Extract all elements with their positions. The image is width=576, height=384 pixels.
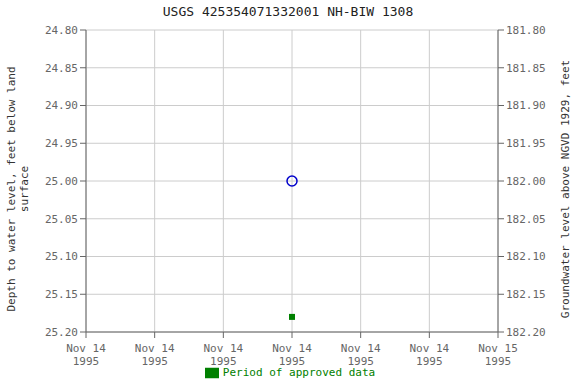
svg-text:25.05: 25.05 xyxy=(45,213,78,226)
svg-text:Nov 141995: Nov 141995 xyxy=(409,342,449,368)
svg-text:24.80: 24.80 xyxy=(45,24,78,37)
svg-text:25.10: 25.10 xyxy=(45,250,78,263)
svg-text:24.95: 24.95 xyxy=(45,137,78,150)
svg-text:24.85: 24.85 xyxy=(45,62,78,75)
html-text:USGS 425354071332001 NH-BIW 13: USGS 425354071332001 NH-BIW 1308 xyxy=(162,4,414,19)
svg-text:Nov 141995: Nov 141995 xyxy=(66,342,106,368)
svg-text:182.00: 182.00 xyxy=(506,175,546,188)
svg-text:25.20: 25.20 xyxy=(45,326,78,339)
html-text:Groundwater level above NGVD 1: Groundwater level above NGVD 1929, feet xyxy=(558,59,572,319)
svg-text:182.15: 182.15 xyxy=(506,288,546,301)
html-text:Depth to water level, feet bel: Depth to water level, feet below land su… xyxy=(5,66,31,312)
svg-text:181.95: 181.95 xyxy=(506,137,546,150)
svg-text:Nov 141995: Nov 141995 xyxy=(135,342,175,368)
svg-text:181.90: 181.90 xyxy=(506,99,546,112)
svg-text:25.15: 25.15 xyxy=(45,288,78,301)
svg-text:Nov 141995: Nov 141995 xyxy=(203,342,243,368)
svg-text:Nov 141995: Nov 141995 xyxy=(272,342,312,368)
svg-text:24.90: 24.90 xyxy=(45,99,78,112)
svg-text:182.20: 182.20 xyxy=(506,326,546,339)
html-text:Period of approved data: Period of approved data xyxy=(222,366,376,379)
svg-text:182.10: 182.10 xyxy=(506,250,546,263)
svg-text:181.80: 181.80 xyxy=(506,24,546,37)
svg-text:25.00: 25.00 xyxy=(45,175,78,188)
svg-text:Nov 151995: Nov 151995 xyxy=(478,342,518,368)
svg-text:181.85: 181.85 xyxy=(506,62,546,75)
svg-text:Nov 141995: Nov 141995 xyxy=(341,342,381,368)
svg-text:182.05: 182.05 xyxy=(506,213,546,226)
